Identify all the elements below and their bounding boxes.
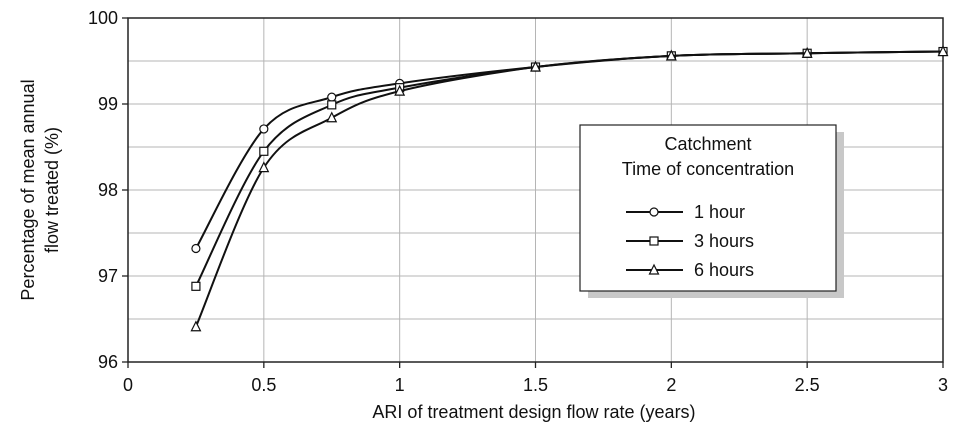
legend-box bbox=[579, 124, 837, 292]
legend-entry-1-hour: 1 hour bbox=[626, 202, 745, 222]
legend-marker-6-hours bbox=[648, 263, 660, 275]
data-point-6-hours bbox=[258, 161, 270, 173]
legend-title-line2: Time of concentration bbox=[622, 159, 794, 179]
series-layer bbox=[190, 45, 949, 332]
data-point-3-hours bbox=[327, 100, 337, 110]
data-point-1-hour bbox=[191, 243, 201, 254]
data-point-6-hours bbox=[530, 60, 541, 72]
legend-label-3-hours: 3 hours bbox=[694, 231, 754, 251]
y-axis-ticks: 96 97 98 99 100 bbox=[88, 8, 128, 372]
data-point-3-hours bbox=[259, 146, 269, 156]
y-axis-label-line2: flow treated (%) bbox=[42, 127, 62, 253]
x-tick-label: 2.5 bbox=[795, 375, 820, 395]
legend-entry-3-hours: 3 hours bbox=[626, 231, 754, 251]
x-axis-ticks: 0 0.5 1 1.5 2 2.5 3 bbox=[123, 362, 948, 395]
y-tick-label: 97 bbox=[98, 266, 118, 286]
legend-entries: 1 hour 3 hours 6 hours bbox=[626, 202, 754, 280]
x-tick-label: 2 bbox=[666, 375, 676, 395]
data-point-6-hours bbox=[937, 45, 949, 57]
data-point-1-hour bbox=[259, 124, 269, 134]
x-tick-label: 0 bbox=[123, 375, 133, 395]
x-tick-label: 3 bbox=[938, 375, 948, 395]
y-tick-label: 98 bbox=[98, 180, 118, 200]
x-tick-label: 0.5 bbox=[251, 375, 276, 395]
x-tick-label: 1.5 bbox=[523, 375, 548, 395]
legend-label-6-hours: 6 hours bbox=[694, 260, 754, 280]
series-6-hours bbox=[190, 45, 949, 332]
data-point-6-hours bbox=[801, 46, 813, 58]
data-point-6-hours bbox=[190, 320, 202, 332]
x-axis-label: ARI of treatment design flow rate (years… bbox=[372, 402, 695, 422]
data-point-1-hour bbox=[327, 92, 337, 102]
data-point-6-hours bbox=[394, 84, 406, 96]
y-tick-label: 100 bbox=[88, 8, 118, 28]
data-point-6-hours bbox=[665, 49, 677, 61]
legend-label-1-hour: 1 hour bbox=[694, 202, 745, 222]
x-tick-label: 1 bbox=[395, 375, 405, 395]
legend: Catchment Time of concentration 1 hour 3 … bbox=[579, 124, 844, 298]
data-point-3-hours bbox=[191, 281, 201, 291]
y-tick-label: 99 bbox=[98, 94, 118, 114]
legend-entry-6-hours: 6 hours bbox=[626, 260, 754, 280]
legend-marker-1-hour bbox=[649, 207, 659, 217]
legend-marker-3-hours bbox=[649, 236, 659, 246]
legend-title-line1: Catchment bbox=[664, 134, 751, 154]
y-tick-label: 96 bbox=[98, 352, 118, 372]
data-point-6-hours bbox=[326, 111, 338, 123]
y-axis-label-line1: Percentage of mean annual bbox=[18, 79, 38, 300]
